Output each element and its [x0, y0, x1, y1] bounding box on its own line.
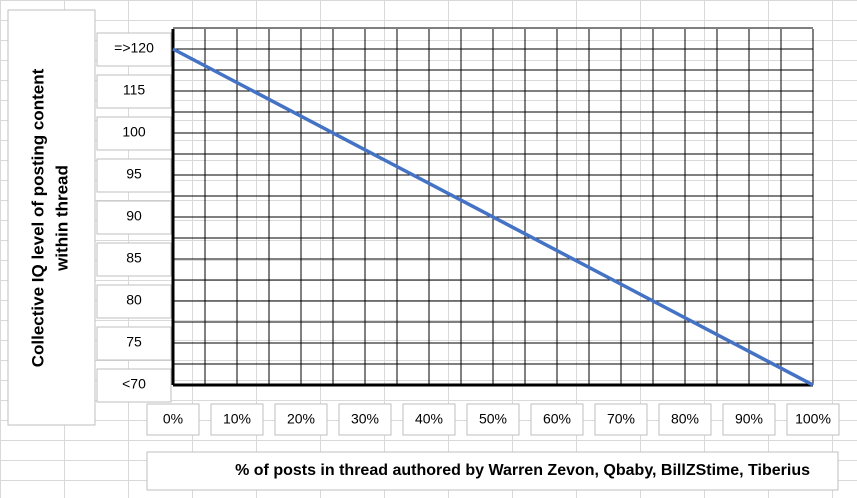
x-title-box — [146, 451, 839, 491]
x-tick-label: 0% — [163, 411, 183, 427]
y-label-box — [96, 116, 172, 151]
y-axis-title-group: Collective IQ level of posting content w… — [28, 68, 71, 367]
y-tick-label: 100 — [122, 124, 146, 140]
y-label-box — [96, 74, 172, 109]
y-tick-label: 75 — [126, 334, 142, 350]
x-label-box — [146, 403, 200, 436]
x-label-box — [402, 403, 456, 436]
y-tick-label: <70 — [122, 376, 146, 392]
x-tick-label: 100% — [795, 411, 831, 427]
y-label-box — [96, 326, 172, 361]
y-title-box — [7, 9, 96, 426]
x-label-box — [338, 403, 392, 436]
x-tick-label: 60% — [543, 411, 571, 427]
x-label-box — [530, 403, 584, 436]
x-label-box — [274, 403, 328, 436]
y-axis-title: within thread — [52, 165, 71, 272]
data-line — [172, 47, 814, 387]
x-tick-label: 30% — [351, 411, 379, 427]
x-label-box — [594, 403, 648, 436]
x-label-box — [722, 403, 776, 436]
x-label-box — [466, 403, 520, 436]
y-tick-label: 115 — [123, 82, 146, 98]
y-axis-title: Collective IQ level of posting content — [28, 68, 47, 367]
y-tick-label: 95 — [126, 166, 142, 182]
x-tick-label: 20% — [287, 411, 315, 427]
y-label-box — [96, 200, 172, 235]
x-tick-label: 80% — [671, 411, 699, 427]
x-label-box — [658, 403, 712, 436]
y-label-box — [96, 158, 172, 193]
y-label-box — [96, 32, 172, 67]
y-tick-label: 85 — [126, 250, 142, 266]
y-label-box — [96, 284, 172, 319]
y-label-box — [96, 368, 172, 403]
x-axis-title: % of posts in thread authored by Warren … — [235, 462, 810, 479]
x-label-box — [210, 403, 264, 436]
y-label-box — [96, 242, 172, 277]
x-label-box — [786, 403, 840, 436]
x-tick-label: 70% — [607, 411, 635, 427]
x-tick-label: 90% — [735, 411, 763, 427]
y-tick-label: 80 — [126, 292, 142, 308]
x-tick-label: 40% — [415, 411, 443, 427]
x-tick-label: 10% — [223, 411, 251, 427]
y-tick-label: 90 — [126, 208, 142, 224]
y-tick-label: =>120 — [114, 40, 154, 56]
x-tick-label: 50% — [479, 411, 507, 427]
